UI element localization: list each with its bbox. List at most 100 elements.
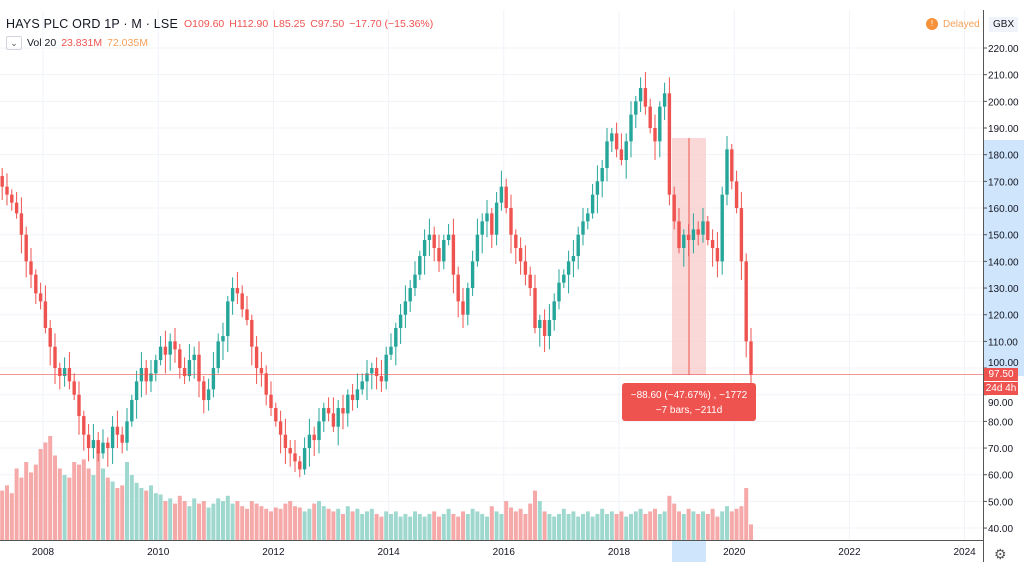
volume-bars: [0, 436, 753, 540]
candle-body: [283, 434, 288, 449]
volume-bar: [667, 495, 672, 540]
volume-bar: [43, 442, 48, 540]
price-tick-label: 40.00: [988, 524, 1013, 535]
candle-body: [523, 261, 528, 275]
candle-body: [696, 229, 700, 235]
candle-body: [672, 194, 676, 222]
candle-body: [24, 234, 28, 262]
candle-body: [518, 248, 523, 262]
volume-bar: [326, 508, 331, 540]
candle-body: [499, 186, 504, 203]
gear-icon[interactable]: ⚙: [994, 546, 1007, 562]
candle-body: [533, 288, 537, 329]
candle-body: [427, 234, 432, 241]
volume-bar: [101, 468, 105, 540]
candle-body: [370, 368, 374, 374]
volume-bar: [432, 511, 437, 540]
price-tick-label: 200.00: [988, 97, 1019, 108]
volume-bar: [441, 514, 446, 540]
volume-bar: [485, 516, 489, 540]
volume-bar: [456, 516, 461, 540]
candle-body: [446, 234, 451, 241]
volume-bar: [269, 511, 273, 540]
volume-bar: [115, 488, 120, 540]
candle-body: [557, 282, 561, 302]
candle-body: [120, 434, 124, 443]
candle-body: [667, 93, 672, 195]
candle-body: [514, 234, 518, 249]
volume-bar: [561, 508, 566, 540]
candle-body: [682, 234, 686, 249]
symbol-title[interactable]: HAYS PLC ORD 1P · M · LSE: [6, 17, 178, 31]
price-tick-label: 170.00: [988, 177, 1019, 188]
time-tick-label: 2022: [838, 547, 861, 558]
volume-bar: [105, 477, 110, 540]
volume-bar: [19, 477, 24, 540]
volume-bar: [605, 514, 609, 540]
price-tick-label: 180.00: [988, 151, 1019, 162]
time-tick-label: 2008: [32, 547, 55, 558]
volume-bar: [475, 511, 480, 540]
volume-bar: [691, 511, 696, 540]
candle-body: [629, 114, 633, 142]
price-tick-label: 120.00: [988, 311, 1019, 322]
volume-bar: [739, 506, 744, 540]
volume-bar: [465, 514, 470, 540]
candle-body: [125, 421, 129, 443]
candle-body: [374, 368, 379, 377]
volume-bar: [14, 468, 19, 540]
candle-body: [600, 168, 604, 182]
candle-body: [110, 426, 115, 449]
candle-body: [547, 320, 552, 337]
volume-bar: [681, 514, 686, 540]
candle-body: [158, 346, 163, 361]
volume-bar: [595, 514, 600, 540]
volume-bar: [365, 511, 369, 540]
candle-body: [346, 394, 350, 414]
currency-label[interactable]: GBX: [989, 17, 1019, 32]
candle-body: [149, 373, 153, 382]
volume-bar: [585, 511, 590, 540]
candle-body: [216, 341, 220, 369]
volume-bar: [67, 477, 72, 540]
candle-body: [398, 314, 403, 329]
candle-body: [350, 394, 355, 401]
volume-bar: [417, 514, 422, 540]
candle-body: [0, 176, 4, 187]
price-tick-label: 70.00: [988, 444, 1013, 455]
candle-body: [480, 221, 484, 235]
candle-body: [466, 288, 470, 315]
volume-bar: [576, 516, 581, 540]
volume-bar: [9, 493, 14, 540]
volume-bar: [557, 514, 561, 540]
time-axis[interactable]: 2008 2010 2012 2014 2016 2018 2020 2022 2024: [32, 547, 976, 558]
candle-body: [730, 149, 734, 182]
volume-bar: [677, 511, 681, 540]
volume-bar: [211, 503, 216, 540]
volume-bar: [182, 501, 187, 540]
price-axis-highlight: [984, 140, 1024, 376]
candle-body: [634, 101, 638, 115]
candle-body: [307, 434, 312, 449]
price-axis[interactable]: 220.00 210.00 200.00 190.00 180.00 170.00 160.…: [983, 44, 1019, 535]
candle-body: [19, 213, 24, 235]
candle-body: [586, 213, 590, 222]
delayed-badge[interactable]: ! Delayed: [926, 18, 980, 30]
volume-bar: [523, 514, 528, 540]
collapse-chevron-icon[interactable]: ⌄: [6, 36, 22, 50]
volume-bar: [149, 485, 153, 540]
high-value: H112.90: [229, 18, 269, 30]
candle-body: [432, 234, 436, 249]
volume-bar: [336, 508, 341, 540]
delayed-label: Delayed: [943, 18, 980, 30]
volume-bar: [533, 490, 537, 540]
volume-bar: [494, 511, 499, 540]
candle-body: [490, 213, 494, 235]
volume-bar: [509, 507, 513, 540]
candle-body: [605, 141, 609, 169]
candle-body: [5, 186, 9, 195]
volume-bar: [499, 514, 504, 540]
price-tick-label: 50.00: [988, 497, 1013, 508]
price-tick-label: 220.00: [988, 44, 1019, 55]
